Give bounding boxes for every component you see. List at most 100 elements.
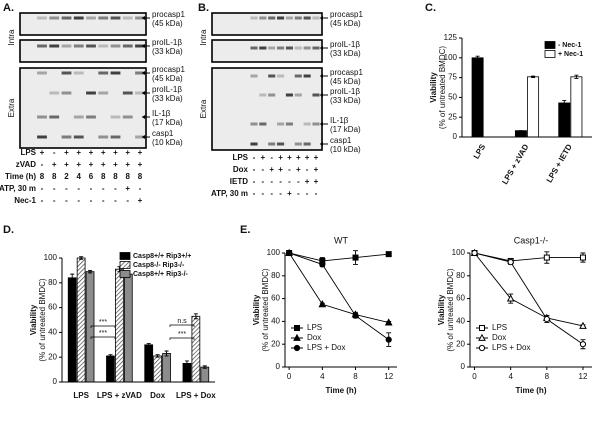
blot-band [294,16,302,20]
bar [85,271,95,383]
bar [162,353,171,383]
blot-band [303,74,311,78]
blot-band [259,16,267,20]
condition-mark: - [253,165,256,174]
legend-label: LPS + Dox [492,343,530,352]
y-tick-label: 125 [444,33,458,42]
blot-band [73,71,84,75]
condition-mark: 4 [77,172,82,181]
blot-band [37,44,47,48]
blot-band [277,142,285,146]
y-axis-label: Viability [252,294,261,325]
band-arrow-head [320,122,323,126]
marker [543,316,550,323]
marker [579,341,587,348]
x-axis-label: Time (h) [516,386,547,395]
y-axis-label: Viability [429,72,438,103]
band-size: (33 kDa) [330,96,361,105]
blot-band [277,74,285,78]
band-arrow-head [142,71,145,75]
blot-band [49,44,60,48]
marker [543,254,550,261]
y-tick-label: 50 [448,93,457,102]
condition-mark: - [41,184,44,193]
blot-band [37,115,47,119]
marker [384,318,393,326]
band-name: procasp1 [152,10,185,19]
blot-band [37,135,47,139]
blot-band [250,74,258,78]
legend-marker [293,344,301,352]
blot-frame [211,39,323,63]
y-tick-label: 20 [271,339,280,348]
condition-mark: - [270,189,273,198]
band-size: (45 kDa) [152,74,183,83]
x-tick-label: 12 [384,372,393,381]
blot-band [268,46,276,50]
blot-frame [19,39,147,63]
x-tick-label: 0 [287,372,292,381]
condition-mark: - [253,153,256,162]
blot-band [135,135,145,139]
condition-mark: + [314,153,319,162]
y-tick-label: 40 [271,317,280,326]
significance-label: n.s [177,318,187,325]
blot-band [303,16,311,20]
condition-mark: + [101,148,106,157]
band-name: procasp1 [152,65,185,74]
condition-mark: - [53,184,56,193]
legend-label: + Nec-1 [558,51,583,58]
condition-mark: 8 [101,172,106,181]
blot-band [268,142,276,146]
x-tick-label: LPS + zVAD [500,142,530,186]
band-size: (33 kDa) [152,94,183,103]
condition-mark: - [102,196,105,205]
condition-mark: - [270,177,273,186]
band-arrow-head [320,93,323,97]
blot-band [86,91,96,95]
section-label: Extra [7,98,16,117]
condition-mark: - [126,196,129,205]
blot-band [268,93,276,97]
marker [352,254,359,261]
blot-band [122,16,133,20]
band-name: casp1 [330,136,352,145]
y-axis-label: (% of untreated BMDC) [261,268,270,351]
condition-mark: - [77,184,80,193]
blot-band [250,16,258,20]
blot-band [110,44,121,48]
band-name: proIL-1β [330,40,360,49]
y-tick-label: 75 [448,73,457,82]
y-axis-label: (% of untreated BMDC) [446,268,455,351]
marker [319,261,326,268]
condition-mark: - [253,177,256,186]
blot-band [122,44,133,48]
blot-band [303,46,311,50]
y-tick-label: 80 [48,278,57,287]
band-name: IL-1β [152,109,171,118]
condition-mark: + [287,189,292,198]
blot-band [250,142,258,146]
bar [570,76,583,138]
blot-band [285,122,293,126]
blot-band [98,71,109,75]
legend-swatch [119,270,131,278]
marker [579,254,586,261]
blot-band [294,93,302,97]
y-axis-label: (% of untreated BMDC) [38,278,47,361]
error-bar [574,74,579,79]
error-bar [202,365,207,369]
condition-mark: 6 [89,172,94,181]
bar [153,355,162,383]
blot-band [277,46,285,50]
bar [76,257,86,383]
blot-band [37,16,47,20]
marker [352,312,359,319]
blot-frame [19,67,147,149]
significance-label: *** [178,331,186,338]
x-tick-label: 4 [320,372,325,381]
panel-label: B. [198,2,209,14]
error-bar [184,360,189,367]
legend-label: Casp8+/+ Rip3-/- [133,271,189,278]
band-arrow-head [320,16,323,20]
